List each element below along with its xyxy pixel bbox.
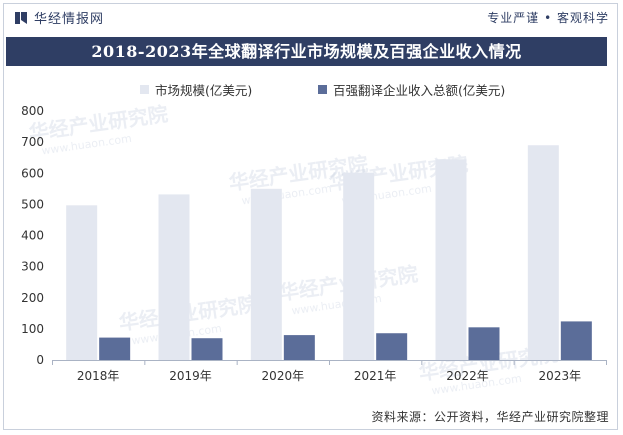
legend-item-market-size: 市场规模(亿美元) bbox=[140, 80, 252, 99]
bar-market-size bbox=[66, 205, 98, 360]
bar-top100-revenue bbox=[560, 321, 592, 360]
legend-label-market-size: 市场规模(亿美元) bbox=[155, 83, 253, 98]
x-tick-label: 2018年 bbox=[77, 369, 120, 383]
x-tick-label: 2023年 bbox=[539, 369, 582, 383]
y-axis: 0 100 200 300 400 500 600 700 800 bbox=[21, 104, 44, 367]
slogan: 专业严谨 • 客观科学 bbox=[487, 11, 609, 25]
bar-market-size bbox=[250, 188, 282, 360]
x-tick-label: 2021年 bbox=[354, 369, 397, 383]
bar-top100-revenue bbox=[191, 338, 223, 360]
brand-logo-icon bbox=[15, 11, 27, 24]
y-tick-label: 0 bbox=[36, 353, 44, 367]
y-tick-label: 800 bbox=[21, 104, 44, 118]
bar-top100-revenue bbox=[376, 333, 408, 360]
bars bbox=[66, 145, 592, 360]
bar-top100-revenue bbox=[468, 327, 500, 360]
bar-market-size bbox=[527, 145, 559, 360]
y-tick-label: 200 bbox=[21, 291, 44, 305]
y-tick-label: 300 bbox=[21, 260, 44, 274]
brand[interactable]: 华经情报网 bbox=[14, 8, 104, 27]
y-tick-label: 100 bbox=[21, 322, 44, 336]
x-tick-label: 2019年 bbox=[169, 369, 212, 383]
legend-swatch-market-size bbox=[140, 85, 149, 94]
legend: 市场规模(亿美元) 百强翻译企业收入总额(亿美元) bbox=[0, 80, 623, 99]
legend-item-top100-revenue: 百强翻译企业收入总额(亿美元) bbox=[318, 80, 505, 99]
y-tick-label: 400 bbox=[21, 229, 44, 243]
bar-top100-revenue bbox=[283, 335, 315, 360]
y-tick-label: 600 bbox=[21, 166, 44, 180]
x-tick-label: 2020年 bbox=[262, 369, 305, 383]
top-bar: 华经情报网 专业严谨 • 客观科学 bbox=[0, 0, 623, 30]
y-tick-label: 700 bbox=[21, 135, 44, 149]
bar-top100-revenue bbox=[99, 337, 131, 360]
bar-market-size bbox=[343, 172, 375, 360]
brand-name: 华经情报网 bbox=[34, 12, 105, 27]
bar-market-size bbox=[435, 159, 467, 360]
x-tick-label: 2022年 bbox=[446, 369, 489, 383]
legend-label-top100-revenue: 百强翻译企业收入总额(亿美元) bbox=[333, 83, 506, 98]
y-tick-label: 500 bbox=[21, 197, 44, 211]
chart-title: 2018-2023年全球翻译行业市场规模及百强企业收入情况 bbox=[6, 37, 607, 66]
bar-market-size bbox=[158, 194, 190, 360]
source-note: 资料来源：公开资料，华经产业研究院整理 bbox=[371, 410, 609, 424]
x-axis: 2018年 2019年 2020年 2021年 2022年 2023年 bbox=[52, 360, 607, 383]
legend-swatch-top100-revenue bbox=[318, 85, 327, 94]
